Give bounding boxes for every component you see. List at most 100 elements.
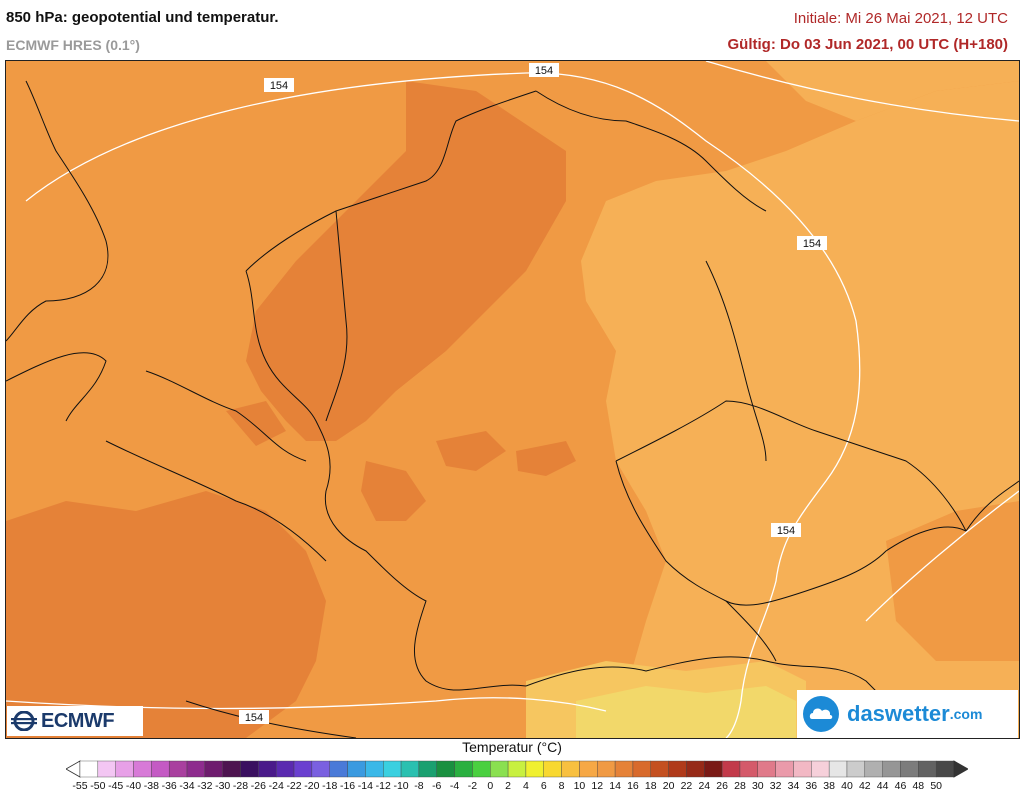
legend-swatch — [222, 760, 241, 778]
legend-swatch — [258, 760, 277, 778]
legend-label: -40 — [125, 780, 142, 792]
legend-label: 18 — [644, 780, 657, 792]
legend-label: -24 — [268, 780, 284, 792]
legend-label: -55 — [72, 780, 88, 792]
daswetter-logo[interactable]: daswetter .com — [797, 690, 1018, 738]
legend-swatch — [668, 760, 687, 778]
legend-label: 6 — [540, 780, 547, 792]
legend-label: 16 — [627, 780, 639, 792]
legend-swatch — [579, 760, 598, 778]
legend-label: 2 — [505, 780, 511, 792]
legend-swatch — [365, 760, 384, 778]
legend-label: 22 — [680, 780, 693, 792]
legend-swatch — [133, 760, 152, 778]
ecmwf-logo-text: ECMWF — [41, 709, 115, 732]
temp-band-8-north — [766, 61, 1019, 121]
legend-label: -16 — [339, 780, 356, 792]
legend-label: -26 — [250, 780, 266, 792]
legend-swatch — [168, 760, 188, 778]
legend-swatch — [204, 760, 223, 778]
legend-label: 46 — [894, 780, 907, 792]
temp-band-12-blob3 — [516, 441, 576, 476]
legend-arrow-high — [953, 760, 968, 778]
legend-swatch — [490, 760, 509, 778]
legend-label: 48 — [912, 780, 925, 792]
legend-swatch — [383, 760, 402, 778]
legend-swatch — [293, 760, 313, 778]
contour-label: 154 — [535, 65, 553, 77]
legend-title: Temperatur (°C) — [462, 739, 562, 755]
weather-map[interactable]: 154 154 154 154 154 — [5, 60, 1020, 739]
legend-swatch — [900, 760, 919, 778]
contour-label-bg — [797, 236, 827, 250]
country-borders — [6, 80, 1019, 738]
legend-swatch — [472, 760, 491, 778]
legend-swatch — [935, 760, 955, 778]
contour-label-bg — [239, 710, 269, 724]
temp-band-12-north — [246, 81, 566, 441]
daswetter-logo-tld: .com — [949, 706, 983, 722]
legend-swatch — [775, 760, 794, 778]
legend-label: -30 — [215, 780, 231, 792]
legend-swatch — [454, 760, 473, 778]
valid-time: Gültig: Do 03 Jun 2021, 00 UTC (H+180) — [727, 36, 1009, 53]
legend-label: -22 — [286, 780, 302, 792]
legend-label: 30 — [751, 780, 764, 792]
temp-band-10-southeast — [886, 501, 1019, 661]
legend-swatch — [186, 760, 206, 778]
legend-label: 0 — [487, 780, 494, 792]
legend-label: 4 — [522, 780, 529, 792]
legend-label: 44 — [876, 780, 889, 792]
legend-swatch — [507, 760, 527, 778]
cloud-icon — [803, 696, 839, 732]
daswetter-logo-text: daswetter — [847, 701, 950, 726]
temp-band-12-blob2 — [436, 431, 506, 471]
legend-label: 32 — [769, 780, 782, 792]
legend-label: 38 — [823, 780, 835, 792]
legend-label: -50 — [90, 780, 106, 792]
legend-swatch — [632, 760, 651, 778]
legend-swatch — [525, 760, 544, 778]
legend-label: -28 — [232, 780, 249, 792]
legend-arrow-low — [66, 760, 81, 778]
legend-swatch — [811, 760, 830, 778]
legend-swatch — [686, 760, 705, 778]
legend-label: -45 — [108, 780, 124, 792]
legend-swatch — [828, 760, 848, 778]
legend-label: 34 — [787, 780, 800, 792]
legend-label: 24 — [698, 780, 711, 792]
legend-swatch — [757, 760, 776, 778]
legend-label: 26 — [716, 780, 728, 792]
legend-swatch — [418, 760, 437, 778]
legend-swatch — [276, 760, 295, 778]
legend-swatch — [329, 760, 348, 778]
contour-label-bg — [264, 78, 294, 92]
chart-title: 850 hPa: geopotential und temperatur. — [6, 9, 279, 26]
legend-label: -6 — [432, 780, 442, 792]
legend-swatch — [79, 760, 99, 778]
legend-label: 8 — [558, 780, 565, 792]
legend-label: 36 — [805, 780, 818, 792]
contour-labels: 154 154 154 154 154 — [239, 63, 827, 724]
legend-swatch — [151, 760, 170, 778]
contour-154-ne — [705, 61, 1019, 122]
legend-label: -4 — [449, 780, 460, 792]
legend-swatch — [347, 760, 366, 778]
contour-label-bg — [529, 63, 559, 77]
legend-swatch — [240, 760, 259, 778]
legend-label: -14 — [357, 780, 373, 792]
contour-label: 154 — [803, 238, 821, 250]
contour-label-bg — [771, 523, 801, 537]
temp-band-12-blob4 — [226, 401, 286, 446]
legend-label: -32 — [197, 780, 213, 792]
legend-label: -36 — [161, 780, 177, 792]
legend-label: -2 — [467, 780, 478, 792]
legend-label: -12 — [375, 780, 391, 792]
contour-label: 154 — [270, 80, 288, 92]
legend-swatch — [650, 760, 669, 778]
legend-label: -18 — [322, 780, 338, 792]
legend-swatch — [400, 760, 420, 778]
legend-swatch — [115, 760, 134, 778]
legend-swatch — [918, 760, 937, 778]
legend-swatch — [864, 760, 883, 778]
